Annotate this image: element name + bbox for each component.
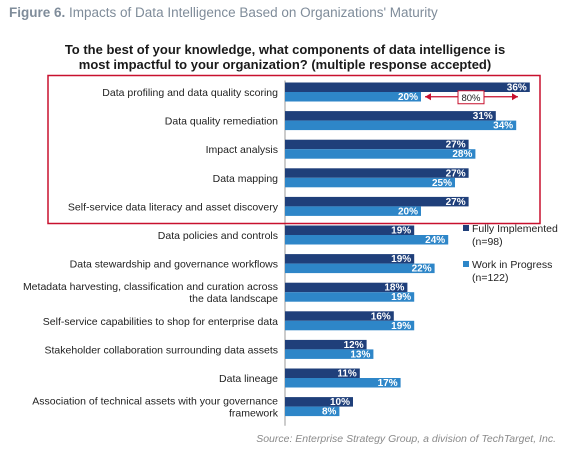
bar-work-in-progress (285, 92, 421, 102)
bar-fully-implemented (285, 254, 415, 264)
legend-label: Work in Progress (472, 259, 552, 271)
chart-title-line-1: To the best of your knowledge, what comp… (64, 42, 506, 57)
annotation-arrowhead-left (425, 93, 431, 101)
bar-work-in-progress (285, 263, 435, 274)
data-label: 31% (473, 111, 493, 122)
category-label: Self-service data literacy and asset dis… (68, 201, 279, 213)
source-note: Source: Enterprise Strategy Group, a div… (256, 433, 556, 445)
data-label: 27% (446, 197, 466, 208)
bar-work-in-progress (285, 120, 517, 131)
annotation-arrowhead-right (512, 93, 518, 101)
data-label: 27% (446, 168, 466, 179)
bar-fully-implemented (285, 282, 408, 293)
data-label: 12% (344, 340, 364, 351)
category-label: Impact analysis (206, 144, 278, 156)
data-label: 18% (384, 283, 404, 294)
annotation-box (457, 90, 485, 105)
legend-label: Fully Implemented (472, 223, 558, 235)
legend-swatch (463, 225, 469, 231)
category-label: Data stewardship and governance workflow… (70, 259, 278, 271)
bar-fully-implemented (285, 196, 469, 207)
data-label: 10% (330, 397, 350, 408)
category-label: Association of technical assets with you… (32, 396, 278, 408)
bar-fully-implemented (285, 368, 360, 378)
bar-fully-implemented (285, 82, 530, 92)
category-label: Data quality remediation (165, 116, 278, 128)
category-label: Data mapping (213, 173, 279, 185)
data-label: 34% (493, 121, 513, 132)
data-label: 27% (446, 140, 466, 151)
data-label: 19% (391, 321, 411, 332)
category-label: Stakeholder collaboration surrounding da… (45, 344, 278, 356)
data-label: 28% (452, 149, 472, 160)
data-label: 19% (391, 292, 411, 303)
category-label: Self-service capabilities to shop for en… (43, 316, 278, 328)
bar-work-in-progress (285, 206, 421, 216)
bar-work-in-progress (285, 378, 401, 388)
highlight-box (47, 74, 541, 225)
legend-swatch (463, 261, 469, 267)
bar-work-in-progress (285, 406, 340, 417)
bar-work-in-progress (285, 177, 455, 188)
data-label: 20% (398, 92, 418, 103)
data-label: 8% (322, 407, 337, 418)
bar-fully-implemented (285, 225, 415, 235)
figure-caption: Figure 6. Impacts of Data Intelligence B… (9, 5, 438, 20)
category-label: Metadata harvesting, classification and … (23, 281, 278, 293)
category-label: framework (229, 408, 279, 420)
chart-title-line-2: most impactful to your organization? (mu… (78, 57, 492, 72)
data-label: 17% (378, 378, 398, 389)
figure-title: Impacts of Data Intelligence Based on Or… (69, 5, 438, 20)
bar-work-in-progress (285, 149, 476, 159)
data-label: 16% (371, 311, 391, 322)
bar-fully-implemented (285, 311, 394, 321)
data-label: 36% (507, 83, 527, 94)
bar-work-in-progress (285, 292, 415, 302)
legend-note: (n=122) (472, 272, 508, 284)
data-label: 25% (432, 178, 452, 189)
bar-work-in-progress (285, 320, 415, 331)
data-label: 19% (391, 226, 411, 237)
bar-work-in-progress (285, 349, 374, 359)
annotation-label: 80% (461, 93, 481, 104)
bar-fully-implemented (285, 111, 496, 121)
data-label: 19% (391, 254, 411, 265)
category-label: the data landscape (189, 293, 278, 305)
data-label: 11% (337, 369, 357, 380)
category-label: Data profiling and data quality scoring (102, 87, 278, 99)
category-label: Data policies and controls (158, 230, 278, 242)
data-label: 20% (398, 206, 418, 217)
bar-fully-implemented (285, 339, 367, 350)
bar-fully-implemented (285, 168, 469, 178)
data-label: 22% (412, 264, 432, 275)
bar-work-in-progress (285, 235, 449, 245)
data-label: 13% (350, 349, 370, 360)
data-label: 24% (425, 235, 445, 246)
chart-title: To the best of your knowledge, what comp… (0, 42, 570, 72)
bar-fully-implemented (285, 397, 353, 407)
category-label: Data lineage (219, 373, 278, 385)
legend-note: (n=98) (472, 236, 503, 248)
bar-fully-implemented (285, 139, 469, 150)
figure-label: Figure 6. (9, 5, 66, 20)
